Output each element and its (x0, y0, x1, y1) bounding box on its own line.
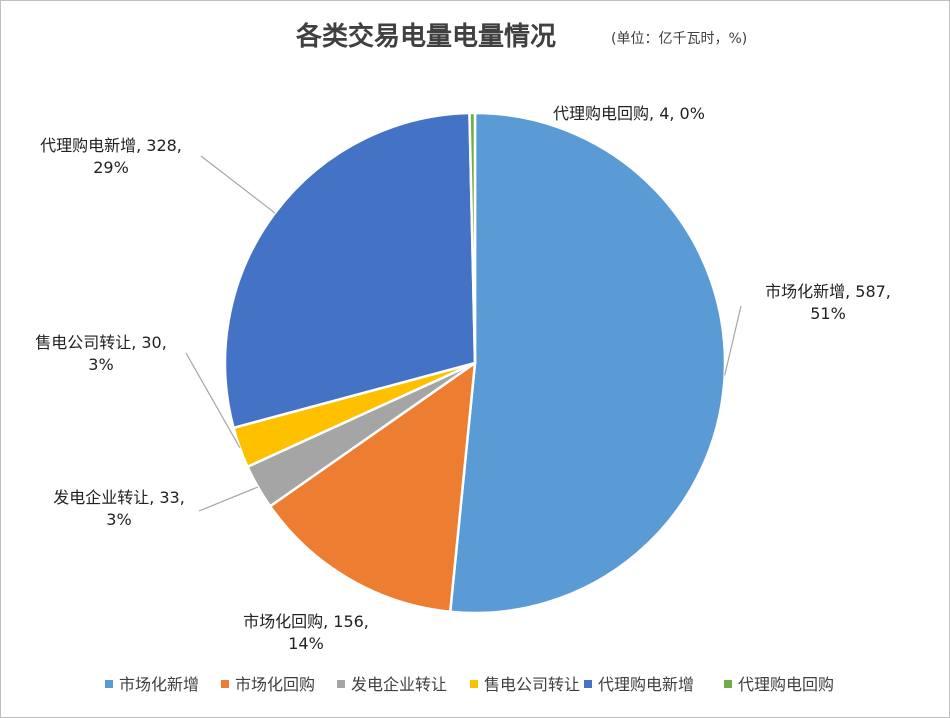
legend-swatch (724, 680, 732, 688)
legend-label: 代理购电新增 (598, 675, 694, 694)
data-label-1: 市场化新增, 587, 51% (765, 282, 891, 323)
pie-slice-1 (448, 111, 727, 615)
legend-swatch (337, 680, 345, 688)
pie-slices (223, 111, 727, 615)
legend-swatch (221, 680, 229, 688)
leader-line-4 (185, 352, 241, 448)
leader-line-5 (200, 155, 276, 214)
legend-item-6: 代理购电回购 (724, 675, 834, 694)
chart-title: 各类交易电量电量情况 (295, 21, 556, 52)
pie-slice-6 (468, 111, 477, 364)
legend-item-1: 市场化新增 (105, 675, 199, 694)
data-label-3: 发电企业转让, 33, 3% (53, 488, 185, 529)
legend-item-5: 代理购电新增 (584, 675, 694, 694)
leader-lines (185, 155, 742, 512)
data-label-5: 代理购电新增, 328, 29% (40, 136, 182, 177)
legend-label: 代理购电回购 (738, 675, 834, 694)
legend-item-3: 发电企业转让 (337, 675, 447, 694)
pie-slice-5 (223, 111, 477, 430)
legend-label: 发电企业转让 (351, 675, 447, 694)
data-labels: 市场化新增, 587, 51% 市场化回购, 156, 14% 发电企业转让, 33, 3… (35, 104, 891, 653)
legend-swatch (584, 680, 592, 688)
legend-swatch (105, 680, 113, 688)
data-label-4: 售电公司转让, 30, 3% (35, 333, 167, 374)
legend-item-2: 市场化回购 (221, 675, 315, 694)
pie-slice-2 (268, 360, 477, 614)
legend-swatch (470, 680, 478, 688)
leader-line-1 (724, 305, 742, 376)
legend-label: 市场化新增 (119, 675, 199, 694)
legend-label: 市场化回购 (235, 675, 315, 694)
data-label-2: 市场化回购, 156, 14% (243, 612, 369, 653)
legend: 市场化新增 市场化回购 发电企业转让 售电公司转让 代理购电新增 代理购电回购 (105, 675, 834, 694)
data-label-6: 代理购电回购, 4, 0% (553, 104, 705, 123)
chart-unit-note: (单位：亿千瓦时，%) (611, 31, 747, 47)
legend-label: 售电公司转让 (484, 675, 580, 694)
leader-line-3 (198, 486, 259, 512)
legend-item-4: 售电公司转让 (470, 675, 580, 694)
